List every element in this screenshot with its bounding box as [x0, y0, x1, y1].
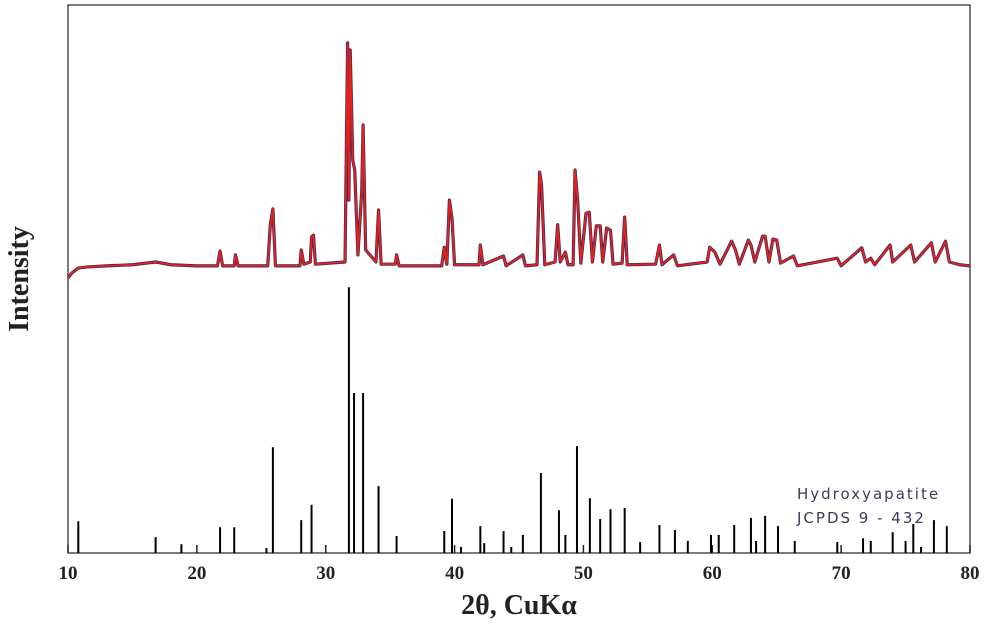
y-axis-title: Intensity — [4, 226, 35, 332]
x-axis-title: 2θ, CuKα — [461, 590, 577, 621]
x-tick-label: 80 — [961, 563, 980, 584]
x-tick-label: 10 — [59, 563, 78, 584]
x-tick-label: 20 — [187, 563, 206, 584]
pattern-line — [67, 41, 971, 279]
pattern-outline — [66, 41, 971, 279]
x-tick-label: 50 — [574, 563, 593, 584]
x-tick-label: 30 — [316, 563, 335, 584]
plot-frame — [67, 4, 971, 554]
x-tick-label: 40 — [445, 563, 464, 584]
x-tick-label: 70 — [832, 563, 851, 584]
series-name: Hydroxyapatite — [797, 485, 940, 503]
series-label: JCPDS 9 - 432 — [796, 509, 926, 527]
x-tick-label: 60 — [703, 563, 722, 584]
